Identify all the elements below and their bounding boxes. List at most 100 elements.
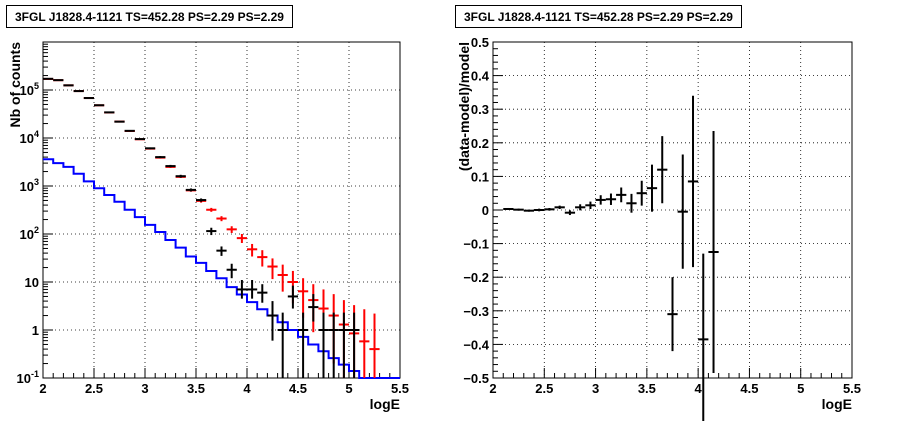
data-counts-point <box>298 313 308 378</box>
data-counts-point <box>288 286 298 309</box>
right-plot-title: 3FGL J1828.4-1121 TS=452.28 PS=2.29 PS=2… <box>455 5 742 28</box>
model-counts-point <box>247 244 257 257</box>
left-y-tick-label: 104 <box>20 129 39 146</box>
left-plot-frame <box>43 42 400 378</box>
model-counts-point <box>298 278 308 318</box>
data-counts-point <box>349 313 359 378</box>
right-x-tick-label: 5.5 <box>843 381 861 396</box>
residual-point <box>503 208 513 210</box>
left-x-tick-label: 2.5 <box>85 381 103 396</box>
left-y-tick-label: 10 <box>25 275 39 290</box>
background-model-step-line <box>43 159 400 378</box>
residual-point <box>626 194 636 213</box>
model-counts-point <box>257 250 267 266</box>
left-y-tick-label: 1 <box>32 323 39 338</box>
right-x-tick-label: 2.5 <box>535 381 553 396</box>
left-y-tick-label: 102 <box>20 225 39 242</box>
residual-point <box>534 209 544 212</box>
data-counts-point <box>84 98 94 99</box>
data-counts-point <box>267 301 277 341</box>
left-x-tick-label: 5.5 <box>391 381 409 396</box>
right-x-tick-label: 3.5 <box>638 381 656 396</box>
left-x-tick-label: 3 <box>141 381 148 396</box>
right-y-tick-label: −0.1 <box>463 237 489 252</box>
right-y-tick-label: 0.3 <box>471 102 489 117</box>
right-y-tick-label: 0 <box>482 203 489 218</box>
model-counts-point <box>369 314 379 378</box>
data-counts-point <box>247 280 257 299</box>
right-plot-pad: 2 2.5 3 3.5 4 4.5 5 5.5 −0.5 −0.4 −0.3 −0.2 −0.1 0 0.1… <box>449 0 898 421</box>
model-counts-point <box>359 309 369 378</box>
residual-point <box>575 204 585 210</box>
residual-point <box>708 131 718 373</box>
data-counts-point <box>216 246 226 255</box>
right-y-tick-label: −0.5 <box>463 371 489 386</box>
model-counts-point <box>267 258 277 279</box>
model-counts-point <box>206 208 216 212</box>
data-counts-point <box>339 313 349 378</box>
left-y-tick-label: 10-1 <box>17 369 39 386</box>
left-x-tick-label: 2 <box>39 381 46 396</box>
residual-point <box>678 155 688 269</box>
left-y-tick-label: 103 <box>20 177 39 194</box>
data-counts-point <box>74 91 84 92</box>
residual-point <box>688 96 698 267</box>
residual-point <box>647 165 657 212</box>
residual-point <box>544 208 554 211</box>
residual-point <box>524 210 534 212</box>
left-x-tick-label: 3.5 <box>187 381 205 396</box>
model-counts-point <box>278 265 288 292</box>
residuals-plot: 2 2.5 3 3.5 4 4.5 5 5.5 −0.5 −0.4 −0.3 −0.2 −0.1 0 0.1… <box>449 0 898 421</box>
right-x-tick-label: 2 <box>489 381 496 396</box>
residual-point <box>585 202 595 209</box>
right-y-tick-label: −0.4 <box>463 337 489 352</box>
right-x-tick-label: 3 <box>592 381 599 396</box>
left-x-tick-label: 5 <box>345 381 352 396</box>
residual-point <box>596 195 606 204</box>
right-y-axis-title: (data-model)/model <box>456 42 472 171</box>
left-x-axis-title: logE <box>370 396 400 412</box>
data-counts-point <box>104 112 114 113</box>
data-counts-point <box>145 147 155 149</box>
data-counts-point <box>318 313 328 378</box>
residual-point <box>667 277 677 351</box>
right-y-tick-label: −0.3 <box>463 304 489 319</box>
data-counts-point <box>114 121 124 122</box>
data-counts-point <box>165 165 175 167</box>
model-counts-point <box>237 234 247 243</box>
right-x-axis-title: logE <box>822 396 852 412</box>
left-y-axis-title: Nb of counts <box>7 42 23 128</box>
model-counts-point <box>216 216 226 221</box>
right-y-tick-label: 0.5 <box>471 35 489 50</box>
residual-point <box>606 194 616 205</box>
residual-point <box>565 210 575 215</box>
data-counts-point <box>227 264 237 278</box>
right-x-tick-label: 4.5 <box>740 381 758 396</box>
data-counts-point <box>329 313 339 378</box>
right-y-tick-label: 0.1 <box>471 169 489 184</box>
model-counts-point <box>227 226 237 233</box>
residual-point <box>555 206 565 209</box>
residual-point <box>637 181 647 206</box>
data-counts-point <box>155 156 165 158</box>
data-counts-point <box>63 85 73 86</box>
residual-point <box>616 187 626 202</box>
data-counts-point <box>135 138 145 139</box>
left-grid <box>43 42 400 378</box>
data-counts-point <box>125 130 135 131</box>
right-y-tick-label: 0.2 <box>471 136 489 151</box>
data-counts-point <box>53 80 63 81</box>
data-counts-point <box>94 105 104 106</box>
right-y-tick-label: −0.2 <box>463 270 489 285</box>
residual-point <box>514 209 524 211</box>
right-x-tick-label: 4 <box>695 381 703 396</box>
left-plot-title: 3FGL J1828.4-1121 TS=452.28 PS=2.29 PS=2… <box>6 5 293 28</box>
right-x-tick-label: 5 <box>797 381 804 396</box>
data-counts-point <box>308 294 318 321</box>
residual-point <box>657 136 667 203</box>
data-counts-point <box>257 284 267 303</box>
data-counts-point <box>237 280 247 299</box>
right-y-tick-label: 0.4 <box>471 69 490 84</box>
